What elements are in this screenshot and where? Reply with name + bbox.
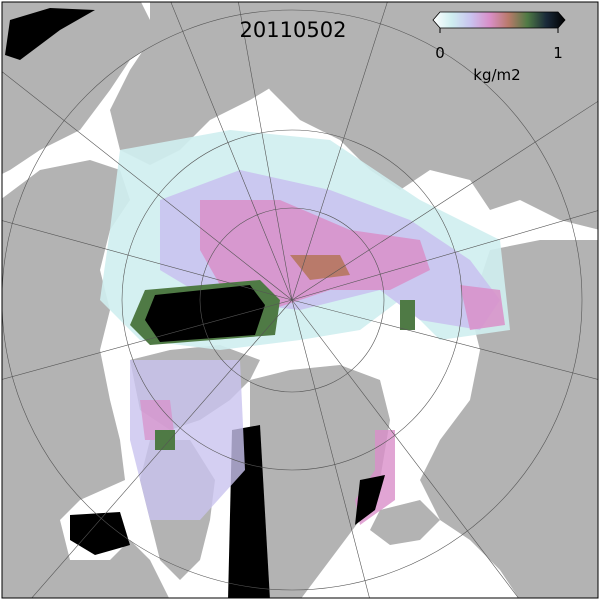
colorbar-tick-label: 1 [553,44,563,62]
colorbar-tick-label: 0 [435,44,445,62]
colorbar-label: kg/m2 [473,66,520,84]
field [5,8,510,598]
date-title: 20110502 [240,18,347,42]
colorbar-box [432,11,566,29]
colorbar [432,11,566,29]
